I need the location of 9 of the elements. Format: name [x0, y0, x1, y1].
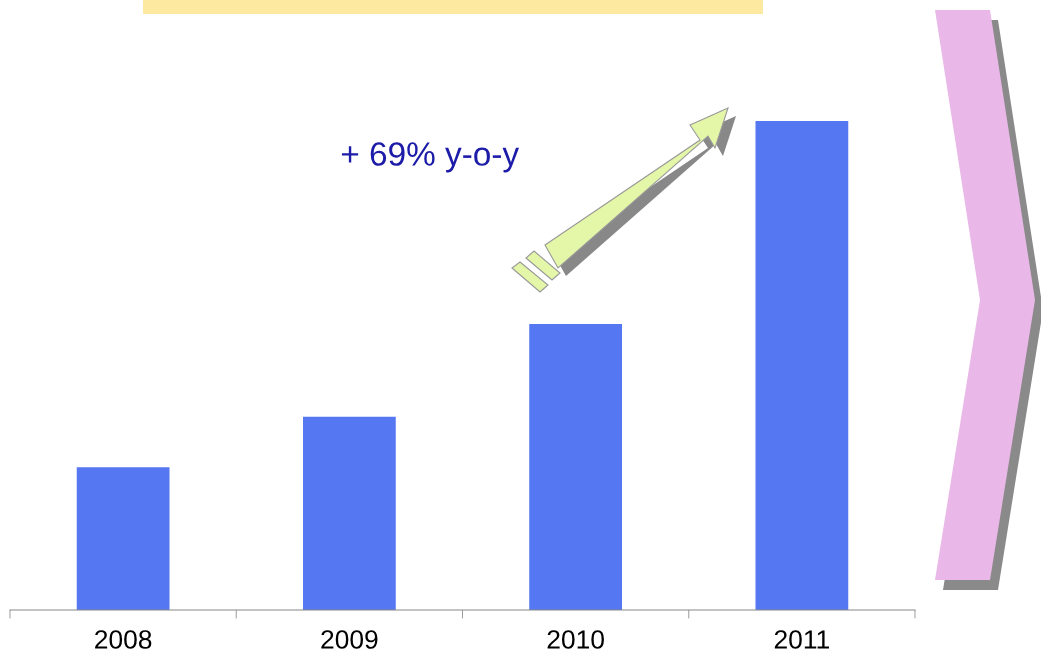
bar: [302, 416, 396, 610]
x-tick-label: 2011: [774, 630, 829, 649]
x-tick-label: 2009: [321, 630, 378, 649]
bar: [76, 467, 170, 610]
bar: [755, 121, 849, 610]
x-tick-label: 2008: [95, 630, 152, 649]
bar: [529, 323, 623, 610]
x-tick-label: 2010: [547, 630, 604, 649]
annotation: + 69% y-o-y: [341, 142, 520, 173]
